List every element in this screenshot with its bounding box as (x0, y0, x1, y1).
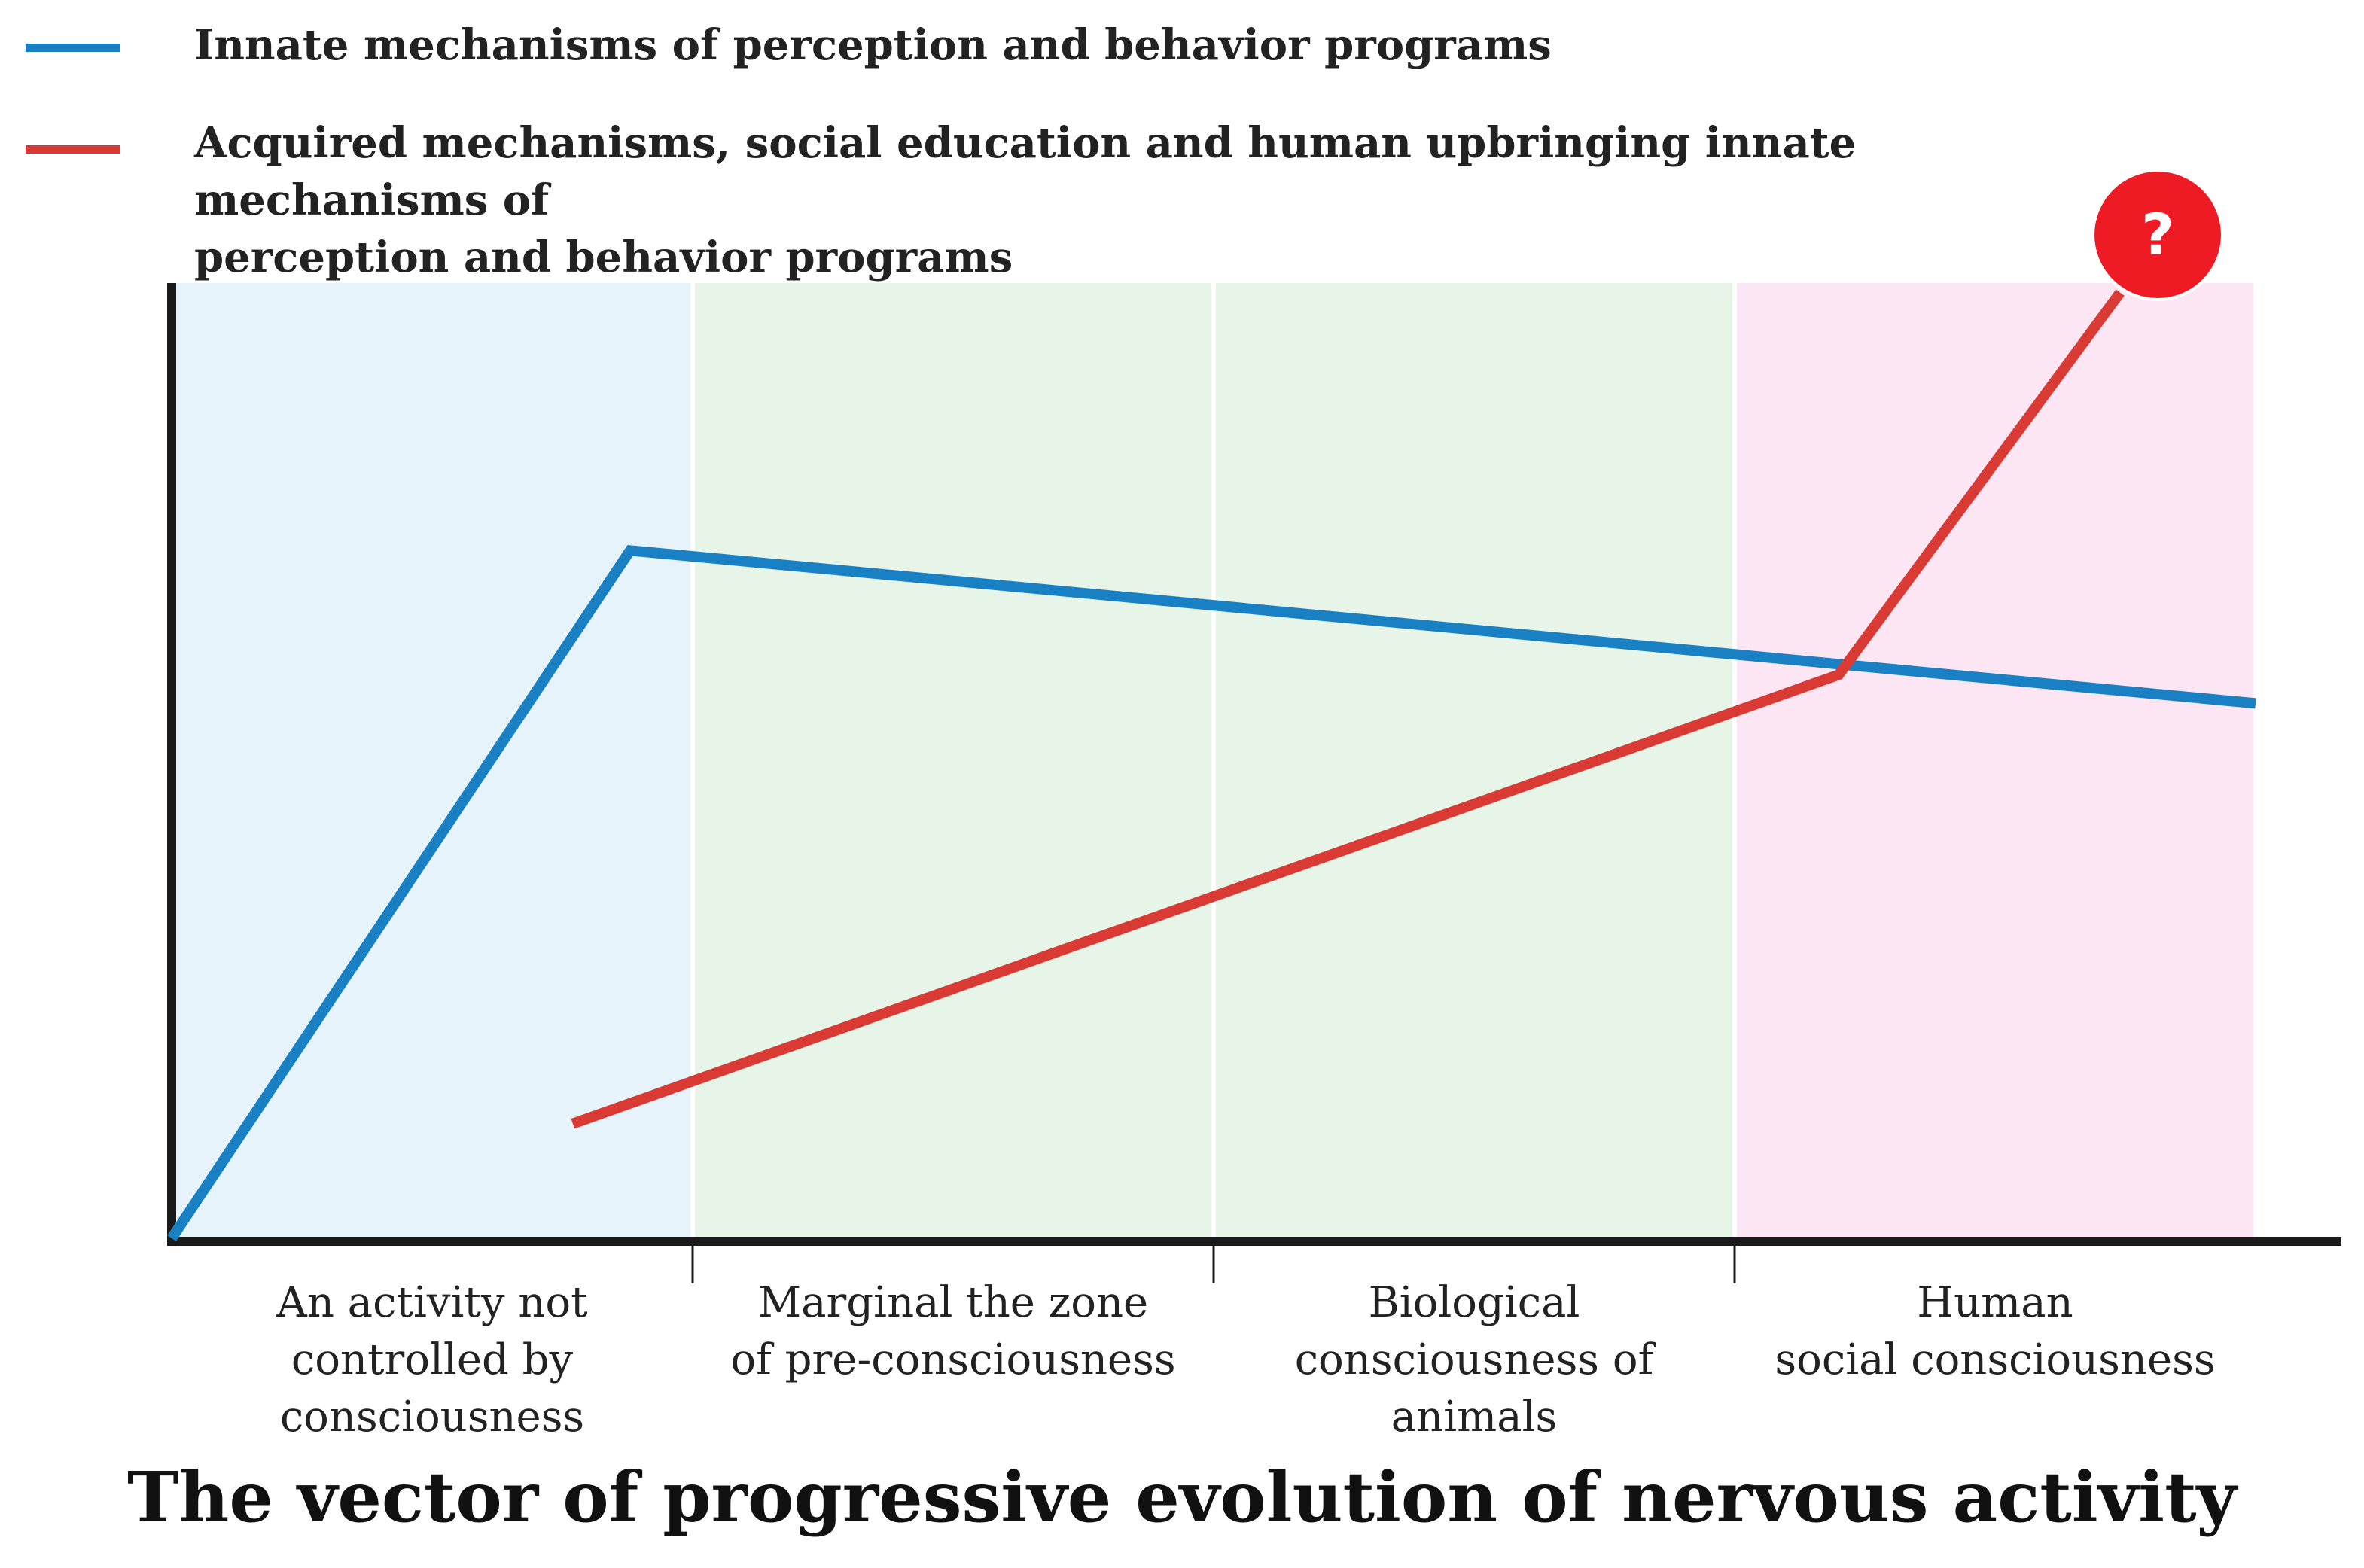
category-label-4-line-1: Human (1917, 1278, 2073, 1327)
legend-label-innate-line: Innate mechanisms of perception and beha… (194, 20, 1552, 70)
category-label-2-line-1: Marginal the zone (757, 1278, 1149, 1327)
category-label-3-line-2: consciousness of (1294, 1335, 1654, 1384)
legend-label-acquired: Acquired mechanisms, social education an… (194, 114, 2001, 286)
legend-label-acquired-line-2: perception and behavior programs (194, 233, 1013, 282)
category-label-3-line-3: animals (1391, 1393, 1558, 1442)
series-line-acquired (571, 289, 2125, 1129)
category-label-3: Biological consciousness of animals (1233, 1274, 1715, 1446)
band-3 (1216, 283, 1732, 1238)
x-axis-title: The vector of progressive evolution of n… (126, 1457, 2238, 1538)
category-label-1-line-1: An activity not (276, 1278, 588, 1327)
band-1 (176, 283, 690, 1238)
band-4 (1737, 283, 2253, 1238)
legend-swatch-innate (26, 44, 120, 52)
category-label-2: Marginal the zone of pre-consciousness (712, 1274, 1194, 1389)
category-label-1-line-2: controlled by (291, 1335, 574, 1384)
category-label-4-line-2: social consciousness (1775, 1335, 2216, 1384)
category-label-1-line-3: consciousness (279, 1393, 585, 1442)
category-label-2-line-2: of pre-consciousness (730, 1335, 1176, 1384)
question-mark-icon: ? (2141, 201, 2174, 268)
legend-label-innate: Innate mechanisms of perception and beha… (194, 17, 2001, 74)
question-marker-circle (2091, 169, 2224, 301)
band-2 (695, 283, 1211, 1238)
series-line-innate (167, 544, 2256, 1241)
category-label-1: An activity not controlled by consciousnes… (191, 1274, 673, 1446)
legend-swatch-acquired (26, 145, 120, 154)
category-label-4: Human social consciousness (1754, 1274, 2236, 1389)
category-label-3-line-1: Biological (1368, 1278, 1580, 1327)
legend-label-acquired-line-1: Acquired mechanisms, social education an… (194, 118, 1857, 225)
question-marker: ? (2091, 169, 2224, 301)
